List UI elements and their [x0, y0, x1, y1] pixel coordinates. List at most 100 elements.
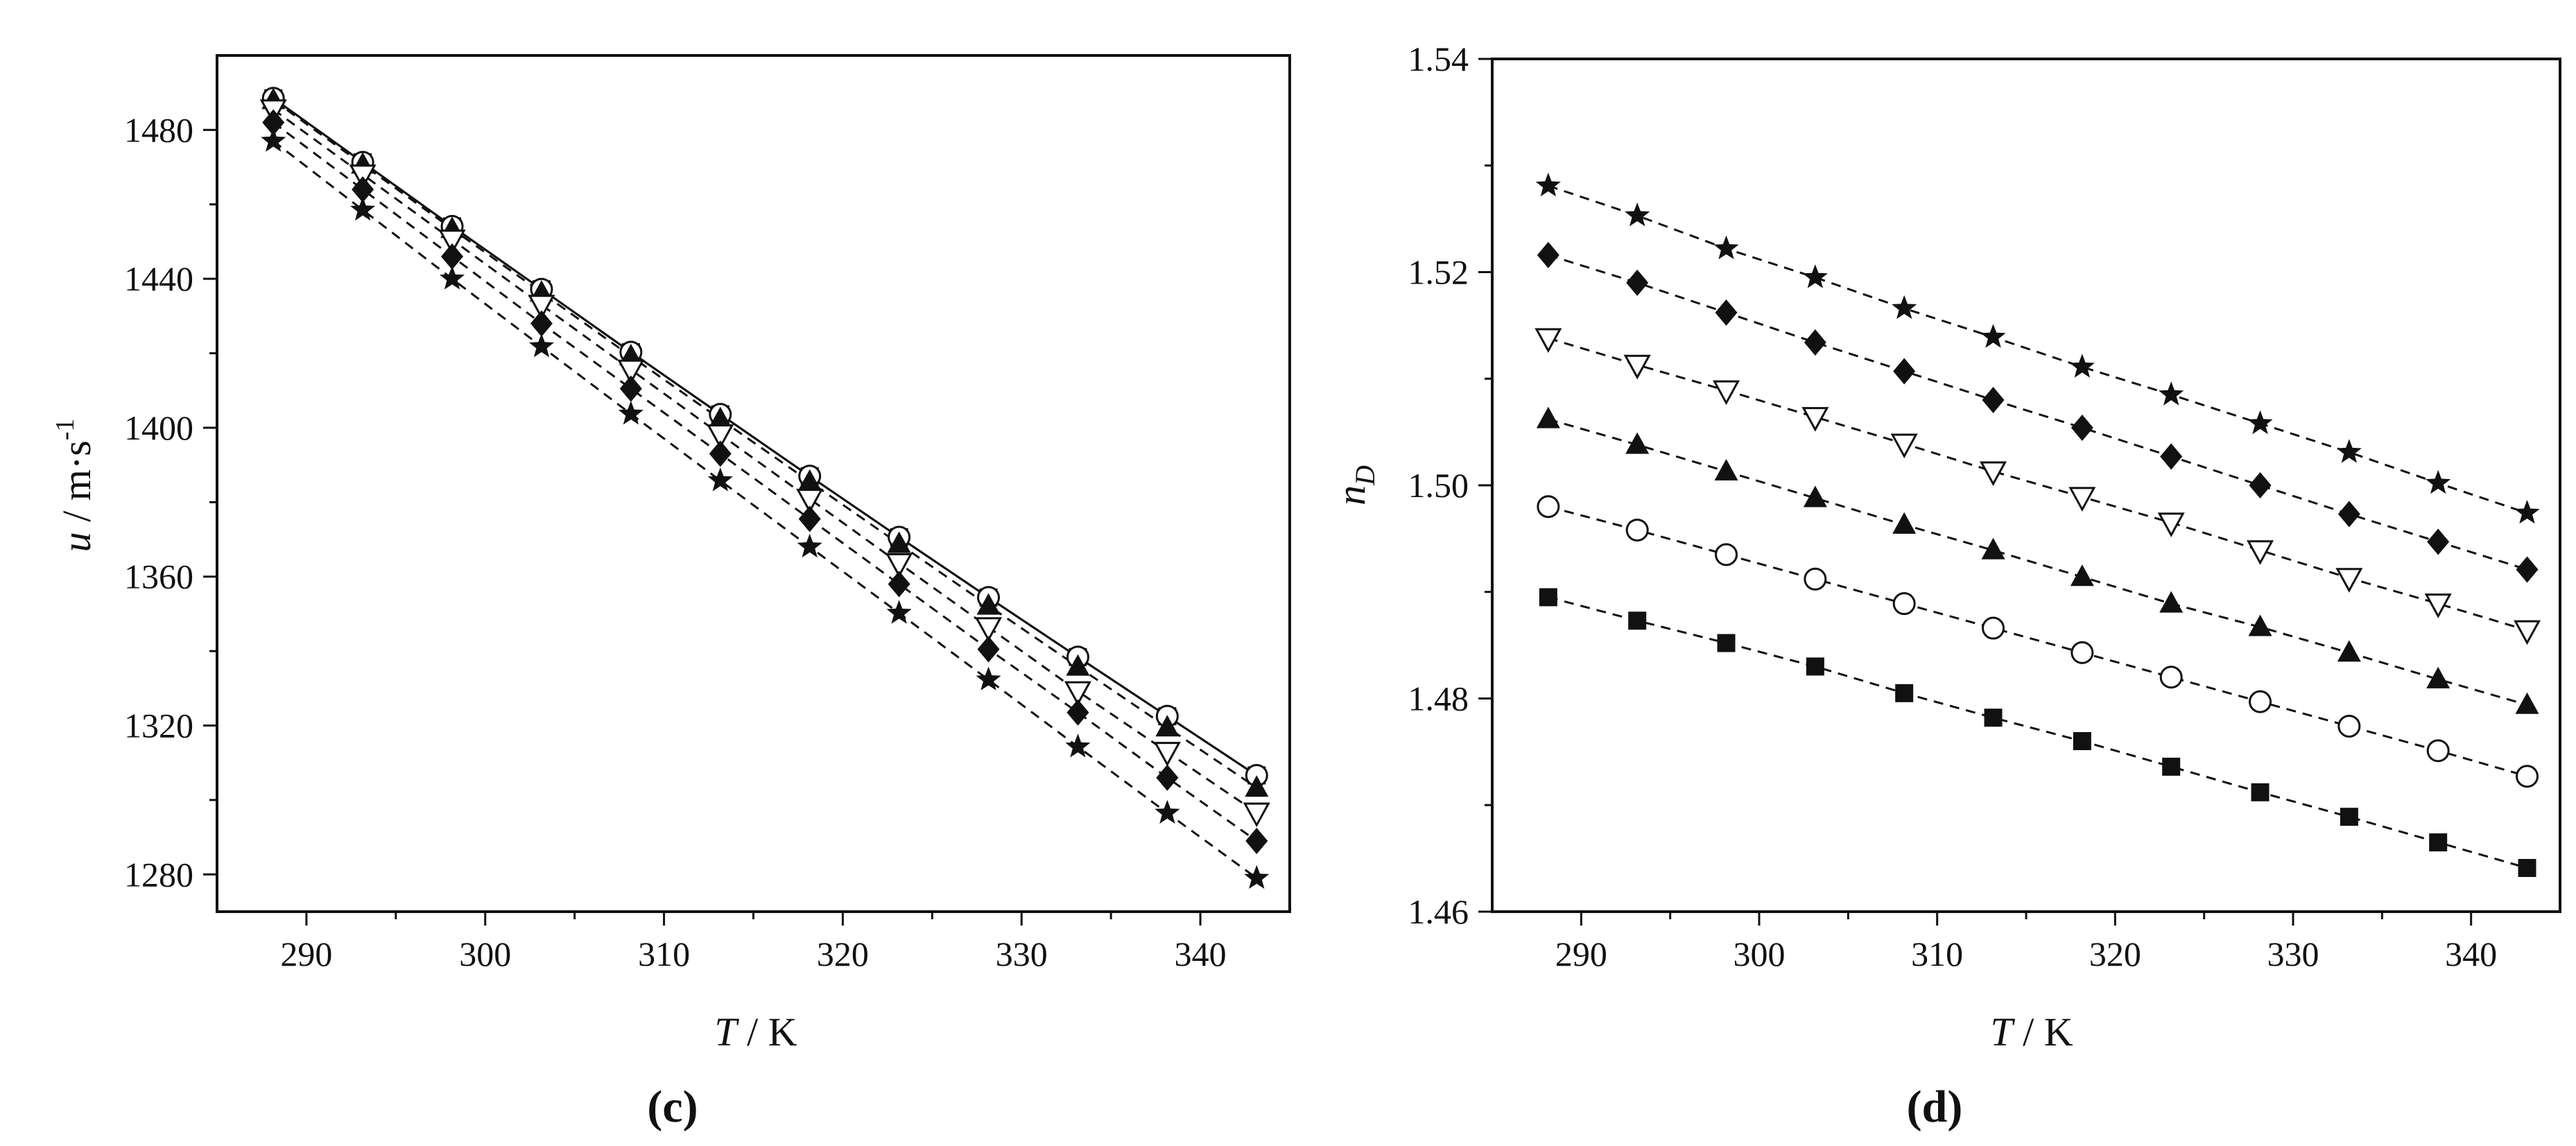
panel-c-diamond-point: [441, 243, 464, 270]
panel-c-y-tick-label: 1480: [124, 110, 193, 149]
panel-c-y-axis-label: u / m·s-1: [51, 419, 99, 553]
panel-c-y-tick-label: 1320: [124, 706, 193, 745]
panel-d-marks: [1535, 173, 2541, 877]
panel-d-circle-point: [1804, 567, 1827, 591]
panel-c-diamond-point: [888, 571, 910, 598]
panel-d-series-square-line: [1548, 596, 2527, 869]
panel-c-star-point: [886, 600, 912, 624]
panel-d-square-point: [2340, 808, 2358, 826]
panel-d-star-point: [2514, 500, 2540, 524]
panel-d-triangle-down-point: [1979, 461, 2007, 487]
panel-c-x-axis-unit: / K: [737, 1009, 797, 1054]
panel-d-triangle-up-point: [2070, 564, 2094, 587]
panel-d-square-point: [2518, 858, 2536, 877]
panel-c-diamond-point: [977, 636, 1000, 663]
panel-d-triangle-up-point: [1714, 459, 1738, 481]
panel-d-triangle-down-point: [2068, 487, 2096, 512]
panel-d-triangle-up-point: [1536, 406, 1560, 428]
panel-c-x-ticks: 290 300 310 320 330 340: [280, 912, 1227, 973]
panel-c-star-point: [1244, 865, 1270, 889]
panel-c-star-point: [440, 266, 465, 290]
panel-c-triangle-down-point: [1243, 802, 1270, 828]
panel-c-triangle-up-point: [887, 531, 911, 553]
panel-c-x-tick-label: 330: [996, 935, 1048, 973]
panel-c-star-point: [261, 128, 286, 152]
panel-d-diamond-point: [1715, 299, 1738, 326]
panel-c-triangle-down-point: [885, 553, 913, 578]
panel-c-y-axis-unit: / m·s: [54, 440, 99, 532]
panel-c-x-tick-label: 340: [1175, 935, 1227, 973]
panel-c-diamond-point: [709, 440, 732, 467]
panel-d-diamond-point: [1893, 358, 1916, 385]
panel-d-star-point: [2336, 439, 2362, 463]
panel-d-star-point: [1892, 295, 1917, 320]
panel-c-series-star-line: [273, 140, 1258, 879]
panel-d-circle-point: [1625, 519, 1649, 542]
panel-c-x-axis-var: T: [714, 1009, 739, 1054]
panel-d-star-point: [1802, 264, 1828, 288]
panel-d-triangle-up-point: [2159, 591, 2184, 613]
panel-d-triangle-down-point: [1535, 328, 1562, 353]
panel-c-triangle-down-point: [617, 359, 645, 385]
panel-d-diamond-point: [2160, 443, 2183, 470]
panel-d-x-axis-unit: / K: [2013, 1009, 2073, 1054]
panel-d-x-tick-label: 290: [1555, 935, 1607, 973]
panel-d-series-circle-line: [1548, 505, 2527, 778]
panel-c-triangle-up-point: [1066, 654, 1090, 676]
panel-d-circle-point: [2337, 714, 2361, 738]
panel-d-diamond-point: [1537, 241, 1559, 268]
panel-d-x-tick-label: 320: [2089, 935, 2141, 973]
panel-c-triangle-up-point: [1245, 775, 1269, 797]
panel-d-y-tick-label: 1.46: [1408, 892, 1469, 931]
panel-d-circle-point: [2516, 765, 2539, 788]
panel-c-triangle-down-point: [1064, 681, 1092, 706]
panel-d-x-tick-label: 340: [2445, 935, 2497, 973]
panel-d-circle-point: [1892, 592, 1916, 616]
panel-d-triangle-up-point: [1803, 485, 1827, 507]
panel-d-diamond-point: [1982, 387, 2005, 413]
panel-d-circle-point: [1982, 616, 2005, 640]
panel-d-star-point: [2426, 469, 2451, 494]
panel-d-triangle-down-point: [1623, 354, 1651, 380]
panel-c-diamond-point: [798, 505, 821, 532]
panel-d-square-point: [1984, 709, 2003, 727]
panel-c-marks: [259, 87, 1270, 889]
panel-d-diamond-point: [2427, 528, 2450, 555]
panel-d-triangle-down-point: [2424, 593, 2452, 618]
panel-c-triangle-up-point: [1155, 715, 1179, 737]
panel-c-star-point: [707, 467, 733, 492]
panel-c-x-tick-label: 320: [817, 935, 869, 973]
chart-panel-d: 290 300 310 320 330 340 1.461.481.501.521.54 …: [1329, 40, 2561, 1132]
panel-d-triangle-down-point: [2513, 620, 2541, 645]
panel-d-diamond-point: [2071, 414, 2093, 441]
panel-d-label: (d): [1907, 1082, 1963, 1132]
panel-d-diamond-point: [1626, 269, 1649, 296]
panel-d-triangle-up-point: [1625, 432, 1650, 454]
panel-d-circle-point: [1715, 543, 1738, 566]
panel-d-diamond-point: [2249, 472, 2272, 498]
panel-c-y-ticks: 1280 1320 1360 1400 1440 1480: [124, 110, 217, 894]
panel-d-circle-point: [2426, 739, 2450, 763]
panel-c-x-tick-label: 310: [638, 935, 690, 973]
panel-d-series-triangle-down-line: [1548, 337, 2527, 632]
panel-c-triangle-up-point: [797, 469, 822, 491]
panel-d-x-tick-label: 300: [1734, 935, 1786, 973]
panel-d-triangle-down-point: [1801, 407, 1829, 432]
panel-c-star-point: [350, 196, 376, 221]
panel-d-x-ticks: 290 300 310 320 330 340: [1555, 912, 2497, 973]
panel-d-square-point: [1717, 634, 1736, 652]
panel-c-triangle-down-point: [707, 424, 734, 449]
panel-c-triangle-down-point: [1153, 742, 1181, 767]
panel-c-series-triangle-up-line: [273, 99, 1258, 789]
panel-d-y-ticks: 1.46 1.48 1.50 1.52 1.54: [1408, 40, 1492, 931]
panel-d-circle-point: [1537, 495, 1560, 519]
panel-d-y-tick-label: 1.52: [1408, 253, 1469, 292]
panel-d-triangle-up-point: [1892, 512, 1917, 534]
panel-d-series-diamond-line: [1548, 254, 2527, 571]
panel-c-label: (c): [647, 1082, 698, 1132]
panel-d-diamond-point: [2337, 501, 2360, 528]
panel-c-triangle-down-point: [975, 617, 1003, 642]
panel-d-square-point: [2429, 833, 2448, 852]
